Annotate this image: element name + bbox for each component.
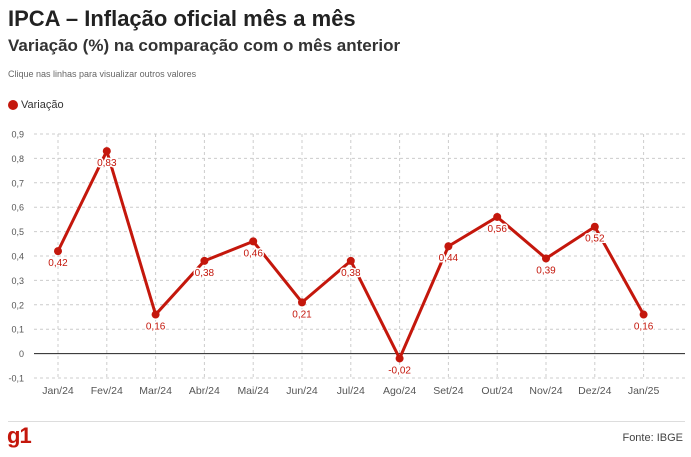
y-tick-label: 0,3 — [11, 276, 24, 286]
x-tick-label: Jul/24 — [337, 385, 365, 397]
x-tick-label: Fev/24 — [91, 385, 123, 397]
y-tick-label: 0 — [19, 349, 24, 359]
data-point — [298, 298, 306, 307]
data-label: 0,38 — [195, 268, 215, 279]
data-label: 0,16 — [634, 322, 654, 333]
x-tick-label: Ago/24 — [383, 385, 416, 397]
x-tick-label: Set/24 — [433, 385, 464, 397]
interaction-hint: Clique nas linhas para visualizar outros… — [8, 69, 197, 79]
y-tick-label: 0,1 — [11, 325, 24, 335]
data-point — [542, 254, 550, 263]
x-tick-label: Jun/24 — [286, 385, 318, 397]
y-tick-label: 0,4 — [11, 252, 24, 262]
data-label: 0,52 — [585, 234, 605, 245]
data-point — [151, 310, 160, 319]
legend-label: Variação — [21, 99, 64, 111]
chart-title: IPCA – Inflação oficial mês a mês — [8, 6, 356, 31]
y-tick-label: 0,8 — [11, 154, 24, 164]
data-point — [444, 242, 453, 251]
data-point — [639, 310, 648, 319]
y-tick-label: 0,6 — [11, 203, 24, 213]
data-point — [493, 212, 502, 221]
source-credit: Fonte: IBGE — [622, 432, 683, 444]
x-tick-label: Jan/25 — [628, 385, 660, 397]
data-label: 0,39 — [536, 265, 556, 276]
y-tick-label: 0,7 — [11, 178, 24, 188]
data-label: -0,02 — [388, 365, 411, 376]
y-tick-label: 0,2 — [11, 300, 24, 310]
data-label: 0,56 — [487, 224, 507, 235]
y-tick-label: 0,5 — [11, 227, 24, 237]
data-label: 0,44 — [439, 253, 459, 264]
g1-logo: g1 — [7, 423, 32, 448]
x-tick-label: Out/24 — [481, 385, 513, 397]
data-point — [249, 237, 258, 246]
data-label: 0,42 — [48, 258, 68, 269]
data-label: 0,38 — [341, 268, 361, 279]
data-point — [590, 222, 599, 231]
data-point — [200, 256, 209, 265]
x-tick-label: Mai/24 — [237, 385, 269, 397]
x-tick-label: Nov/24 — [529, 385, 562, 397]
data-point — [346, 256, 355, 265]
y-tick-label: -0,1 — [8, 374, 24, 384]
data-label: 0,46 — [243, 248, 263, 259]
data-point — [395, 354, 404, 363]
footer-divider — [8, 421, 685, 422]
legend-marker-icon — [8, 100, 18, 110]
x-tick-label: Abr/24 — [189, 385, 220, 397]
data-label: 0,21 — [292, 309, 312, 320]
x-tick-label: Mar/24 — [139, 385, 172, 397]
data-label: 0,16 — [146, 322, 166, 333]
x-tick-label: Jan/24 — [42, 385, 74, 397]
chart-subtitle: Variação (%) na comparação com o mês ant… — [8, 36, 401, 55]
data-point — [54, 247, 62, 256]
data-label: 0,83 — [97, 158, 117, 169]
legend-item-variacao[interactable]: Variação — [8, 99, 64, 111]
y-tick-label: 0,9 — [11, 130, 24, 140]
x-tick-label: Dez/24 — [578, 385, 611, 397]
data-point — [102, 147, 111, 156]
